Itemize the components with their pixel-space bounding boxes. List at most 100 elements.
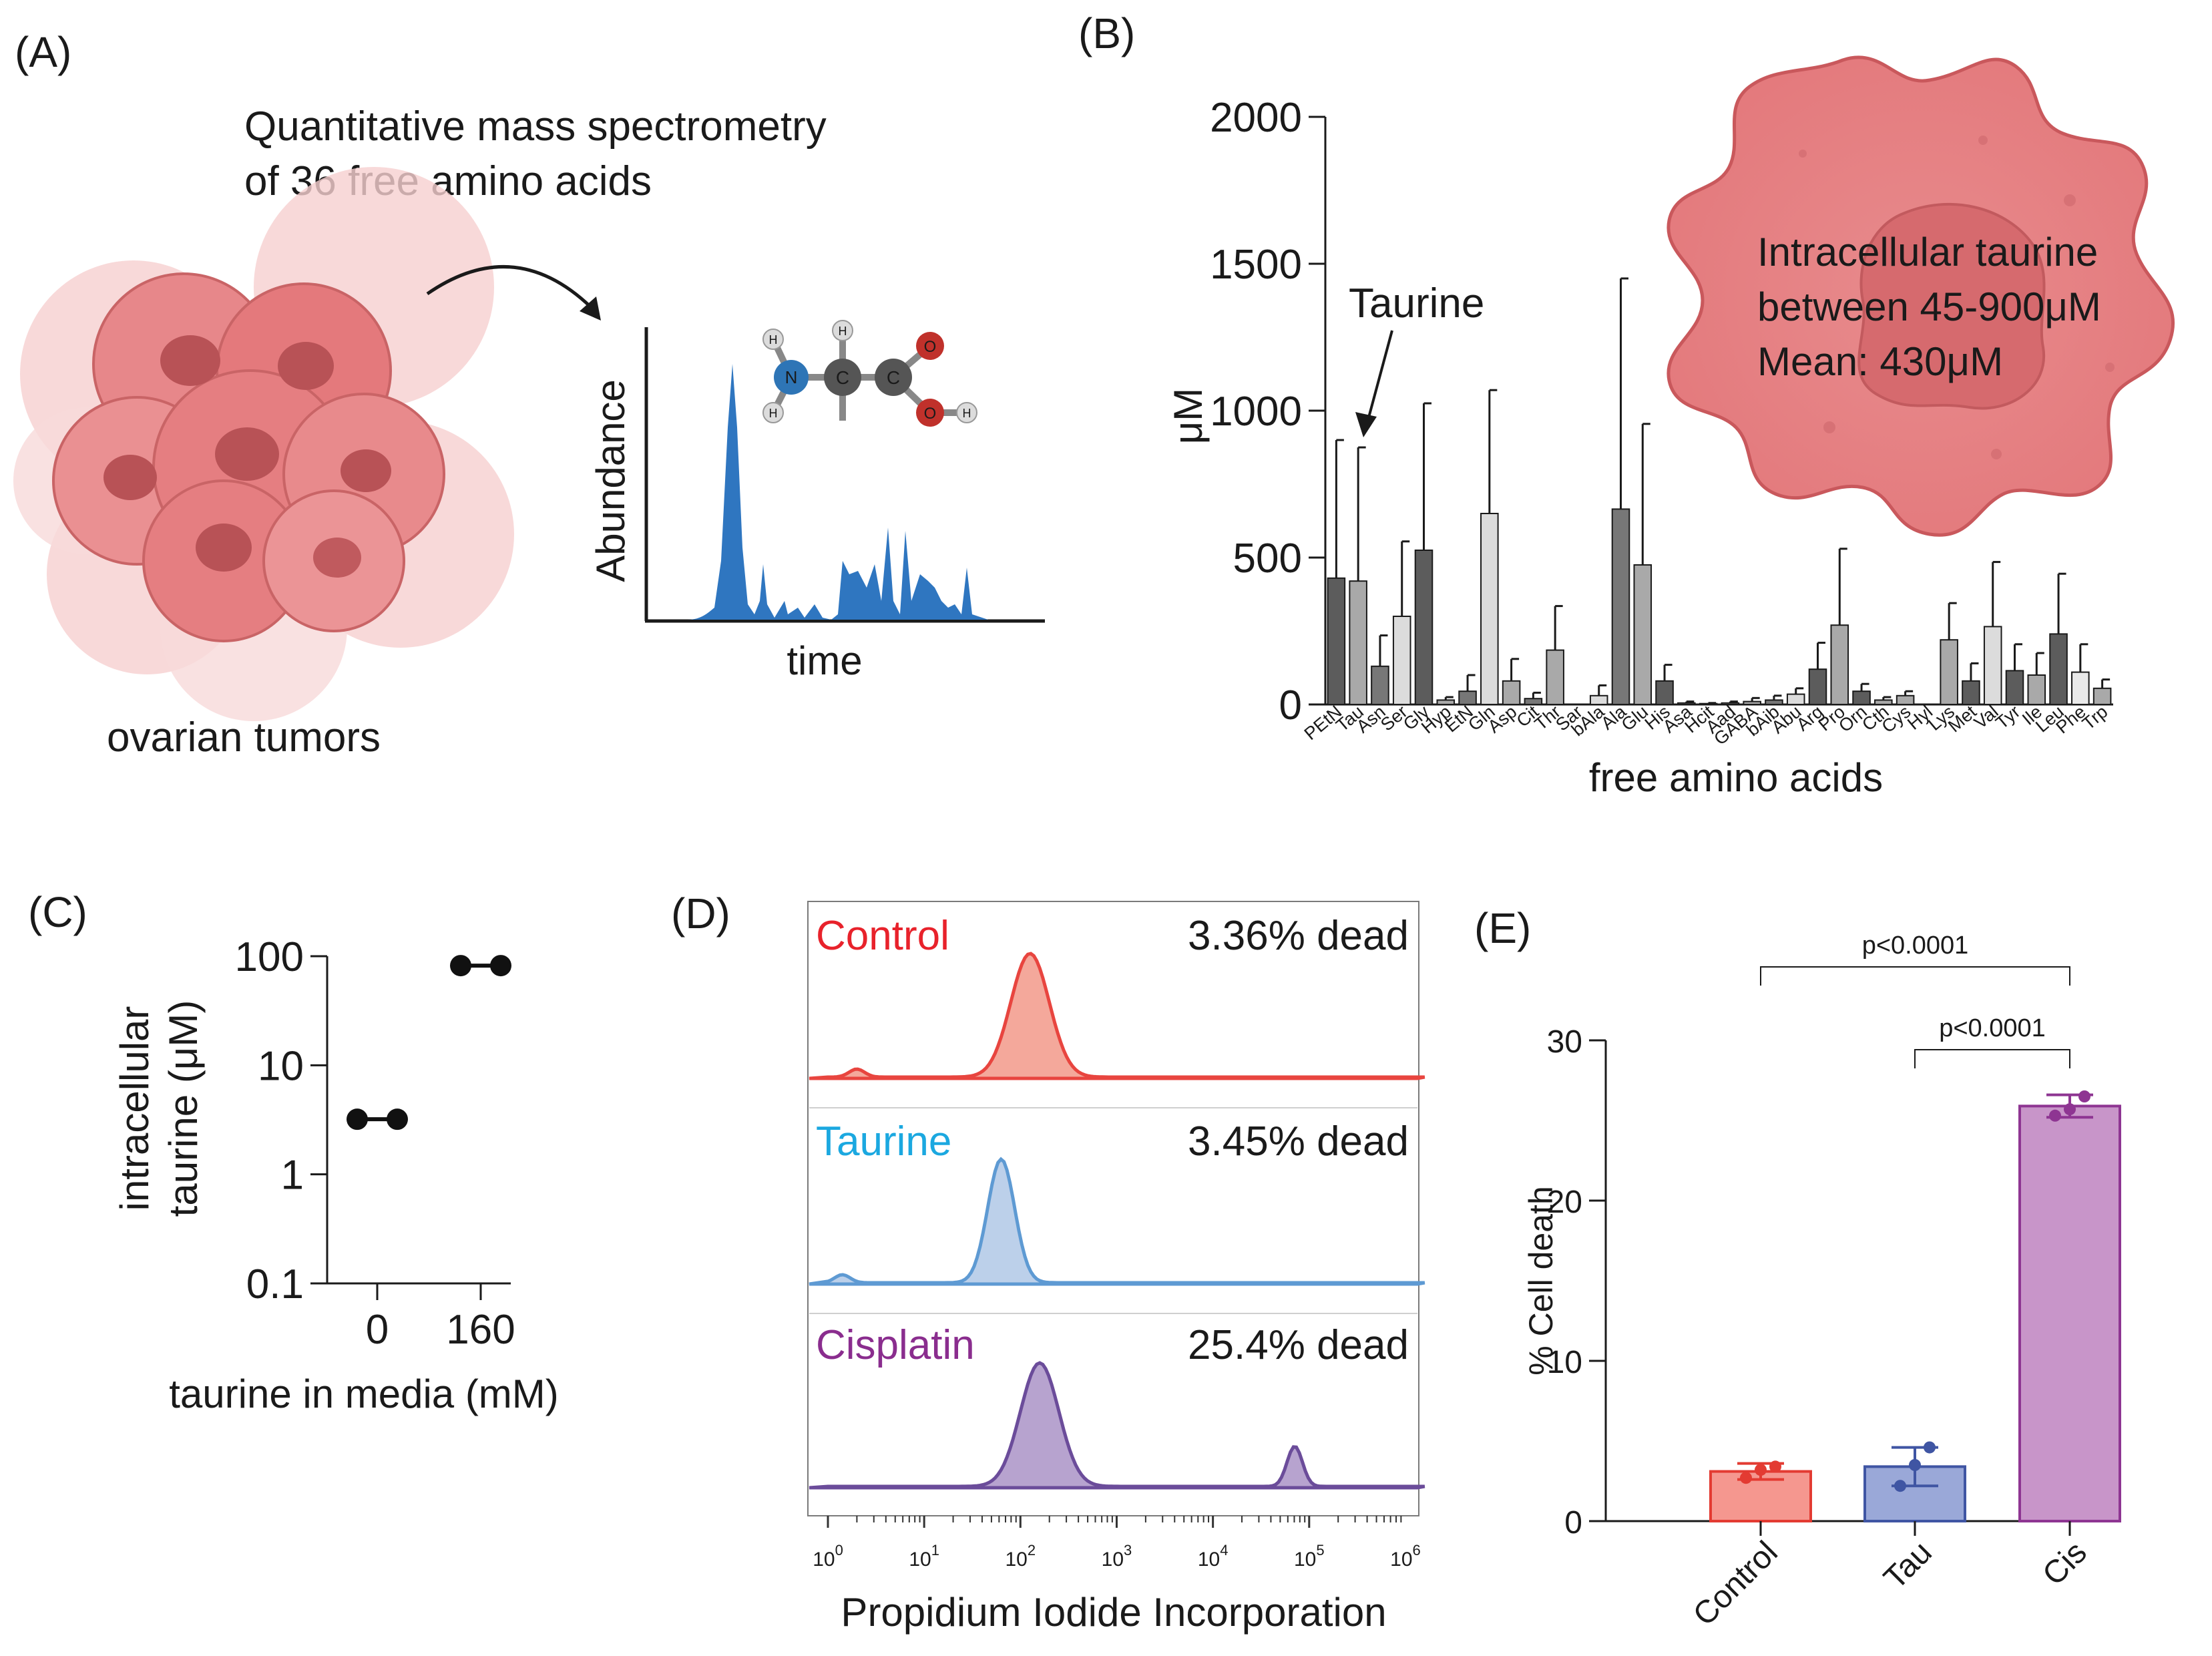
taurine-annotation-arrow xyxy=(1367,330,1393,418)
chart-b-bar xyxy=(1502,680,1521,705)
chart-b-bar xyxy=(1655,680,1674,705)
flow-histogram-taurine xyxy=(809,1157,1425,1286)
atom-label-o1: O xyxy=(924,338,937,356)
flow-xlabel: Propidium Iodide Incorporation xyxy=(841,1590,1386,1635)
chart-b-ytick-label: 0 xyxy=(1279,682,1302,729)
chart-e-ytick-label: 10 xyxy=(1547,1345,1582,1380)
chart-e-point xyxy=(2078,1090,2090,1102)
chart-c-ytick-label: 1 xyxy=(281,1153,304,1199)
flow-condition-label: Control xyxy=(816,913,949,959)
flow-histogram-cisplatin xyxy=(809,1361,1425,1490)
cell-illustration xyxy=(1667,55,2175,537)
taurine-annotation: Taurine xyxy=(1349,280,1484,327)
chromatogram-xlabel: time xyxy=(787,638,862,683)
chart-e-ytick-label: 30 xyxy=(1547,1024,1582,1060)
chart-e-sig-bracket xyxy=(1760,966,2070,986)
chart-b-bar xyxy=(1830,624,1849,706)
atom-label-h1: H xyxy=(769,333,778,347)
chart-b-xlabel: free amino acids xyxy=(1589,755,1883,800)
chart-b-ytick-label: 1500 xyxy=(1210,242,1302,288)
cell-text-line1: Intracellular taurine xyxy=(1757,230,2098,274)
chart-e-point xyxy=(1740,1472,1752,1484)
chart-b-ytick-label: 1000 xyxy=(1210,389,1302,435)
cell-vesicle-2 xyxy=(2064,194,2076,206)
chart-c-point xyxy=(387,1108,408,1130)
panel-a-label: (A) xyxy=(15,28,71,76)
taurine-annotation-arrowhead xyxy=(1355,412,1377,437)
chart-c-ytick-label: 100 xyxy=(235,934,304,980)
chart-e-point xyxy=(1909,1459,1921,1471)
flow-xtick-label: 106 xyxy=(1390,1542,1421,1571)
tumor-label: ovarian tumors xyxy=(107,714,381,761)
chart-b-bar xyxy=(1983,626,2002,706)
chart-b-bar xyxy=(2005,670,2024,706)
cell-text-line3: Mean: 430μM xyxy=(1757,339,2003,384)
atom-label-h4: H xyxy=(963,407,971,420)
atom-c-1 xyxy=(824,359,861,396)
chart-b-bar xyxy=(1458,690,1477,705)
chart-b-xtick-label: Tyr xyxy=(1992,702,2024,733)
chart-e-ylabel: % Cell death xyxy=(1522,1186,1560,1376)
chart-b-bar xyxy=(1611,508,1630,706)
chart-e-xticks: Control Tau Cis xyxy=(1687,1521,2094,1633)
chart-b-ytick-label: 500 xyxy=(1233,536,1302,582)
atom-label-c2: C xyxy=(887,367,900,388)
chart-b-xticks: PEtNTauAsnSerGlyHypEtNGlnAspCitThrSarbAl… xyxy=(1301,701,2112,749)
chart-e-sig-label: p<0.0001 xyxy=(1862,932,1969,960)
chart-b-bar xyxy=(1546,649,1564,705)
chart-b-bar xyxy=(1349,580,1367,706)
cell-nucleus xyxy=(1857,202,2046,410)
cell-vesicle-5 xyxy=(1991,449,2002,459)
chart-e-bar-cis xyxy=(2018,1104,2121,1522)
flow-xtick-label: 101 xyxy=(909,1542,939,1571)
atom-label-h2: H xyxy=(769,407,778,420)
flow-dead-percent: 25.4% dead xyxy=(1188,1322,1409,1368)
flow-histogram-control xyxy=(809,952,1425,1080)
atom-h-1 xyxy=(762,329,784,350)
flow-dead-percent: 3.45% dead xyxy=(1188,1118,1409,1165)
chart-e-xtick-label: Control xyxy=(1687,1534,1785,1633)
chart-c-point xyxy=(450,955,471,977)
tumor-nucleus-4 xyxy=(215,427,279,481)
chart-c-xticks: 0 160 xyxy=(366,1283,515,1353)
chart-e-bars xyxy=(1709,1090,2121,1523)
process-arrow-head xyxy=(580,296,601,321)
chart-b-bar xyxy=(1633,564,1652,705)
chart-b-bar xyxy=(1327,577,1346,705)
panel-a-caption-line1: Quantitative mass spectrometry xyxy=(244,104,827,150)
chart-e-point xyxy=(1769,1460,1781,1473)
panel-d-label: (D) xyxy=(671,889,730,938)
chart-b-xtick-label: Trp xyxy=(2078,702,2112,734)
atom-label-n: N xyxy=(785,367,798,387)
panel-a: (A) Quantitative mass spectrometry of 36… xyxy=(13,28,1045,761)
chart-c-xtick-label: 160 xyxy=(446,1307,515,1353)
tumor-nucleus-2 xyxy=(278,342,334,390)
atom-o-2 xyxy=(916,399,944,427)
chart-e-point xyxy=(1894,1480,1906,1492)
chart-e-sig-bracket xyxy=(1914,1049,2070,1068)
cell-text-line2: between 45-900μM xyxy=(1757,284,2101,329)
panel-c-label: (C) xyxy=(28,888,87,936)
flow-xtick-label: 104 xyxy=(1198,1542,1229,1571)
atom-h-4 xyxy=(956,402,977,423)
chart-b-yticks: 0 500 1000 1500 2000 xyxy=(1210,95,1325,729)
cell-vesicle-3 xyxy=(1799,150,1807,158)
atom-o-1 xyxy=(916,332,944,360)
tumor-nucleus-6 xyxy=(196,524,252,572)
tumor-cluster-illustration xyxy=(13,167,514,721)
chart-c-xtick-label: 0 xyxy=(366,1307,389,1353)
flow-plot-frame xyxy=(807,901,1419,1516)
amino-acid-molecule: H N H C H C O O H xyxy=(762,320,977,427)
chart-c-ytick-label: 10 xyxy=(258,1043,304,1089)
chart-c-ylabel-line2: taurine (μM) xyxy=(161,1000,206,1217)
flow-histograms: Control 3.36% dead Taurine 3.45% dead Cispla… xyxy=(809,913,1425,1490)
tumor-nucleus-3 xyxy=(103,455,157,500)
chromatogram: Abundance time xyxy=(588,327,1045,683)
chart-b-bar xyxy=(2027,674,2046,705)
flow-x-axis: 100 101 102 103 104 105 106 xyxy=(813,1516,1421,1571)
chart-e-point xyxy=(1755,1464,1767,1476)
chart-e-yticks: 0 10 20 30 xyxy=(1547,1024,1606,1540)
flow-condition-label: Taurine xyxy=(816,1118,951,1165)
